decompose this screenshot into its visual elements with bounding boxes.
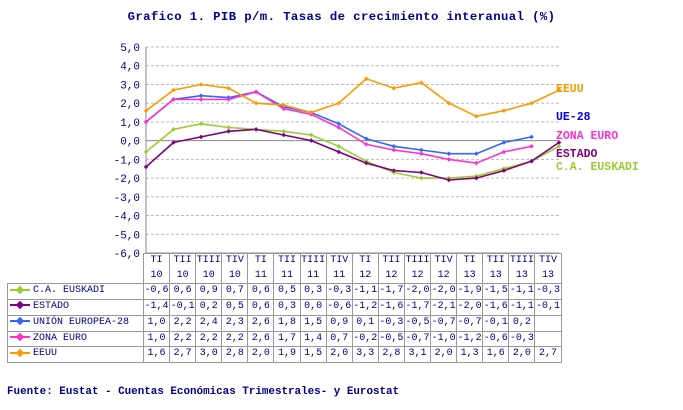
svg-text:0,0: 0,0	[120, 137, 140, 149]
svg-text:3,0: 3,0	[120, 81, 140, 93]
svg-text:C.A. EUSKADI: C.A. EUSKADI	[556, 161, 639, 174]
svg-text:EEUU: EEUU	[556, 83, 584, 96]
svg-text:4,0: 4,0	[120, 62, 140, 74]
svg-text:ZONA EURO: ZONA EURO	[556, 130, 618, 143]
svg-text:-4,0: -4,0	[114, 212, 140, 224]
svg-text:ESTADO: ESTADO	[556, 148, 598, 161]
svg-text:-1,0: -1,0	[114, 155, 140, 167]
svg-text:-2,0: -2,0	[114, 174, 140, 186]
svg-text:5,0: 5,0	[120, 43, 140, 55]
svg-text:2,0: 2,0	[120, 99, 140, 111]
svg-text:-5,0: -5,0	[114, 230, 140, 242]
svg-text:1,0: 1,0	[120, 118, 140, 130]
svg-text:UE-28: UE-28	[556, 111, 591, 124]
svg-text:-3,0: -3,0	[114, 193, 140, 205]
